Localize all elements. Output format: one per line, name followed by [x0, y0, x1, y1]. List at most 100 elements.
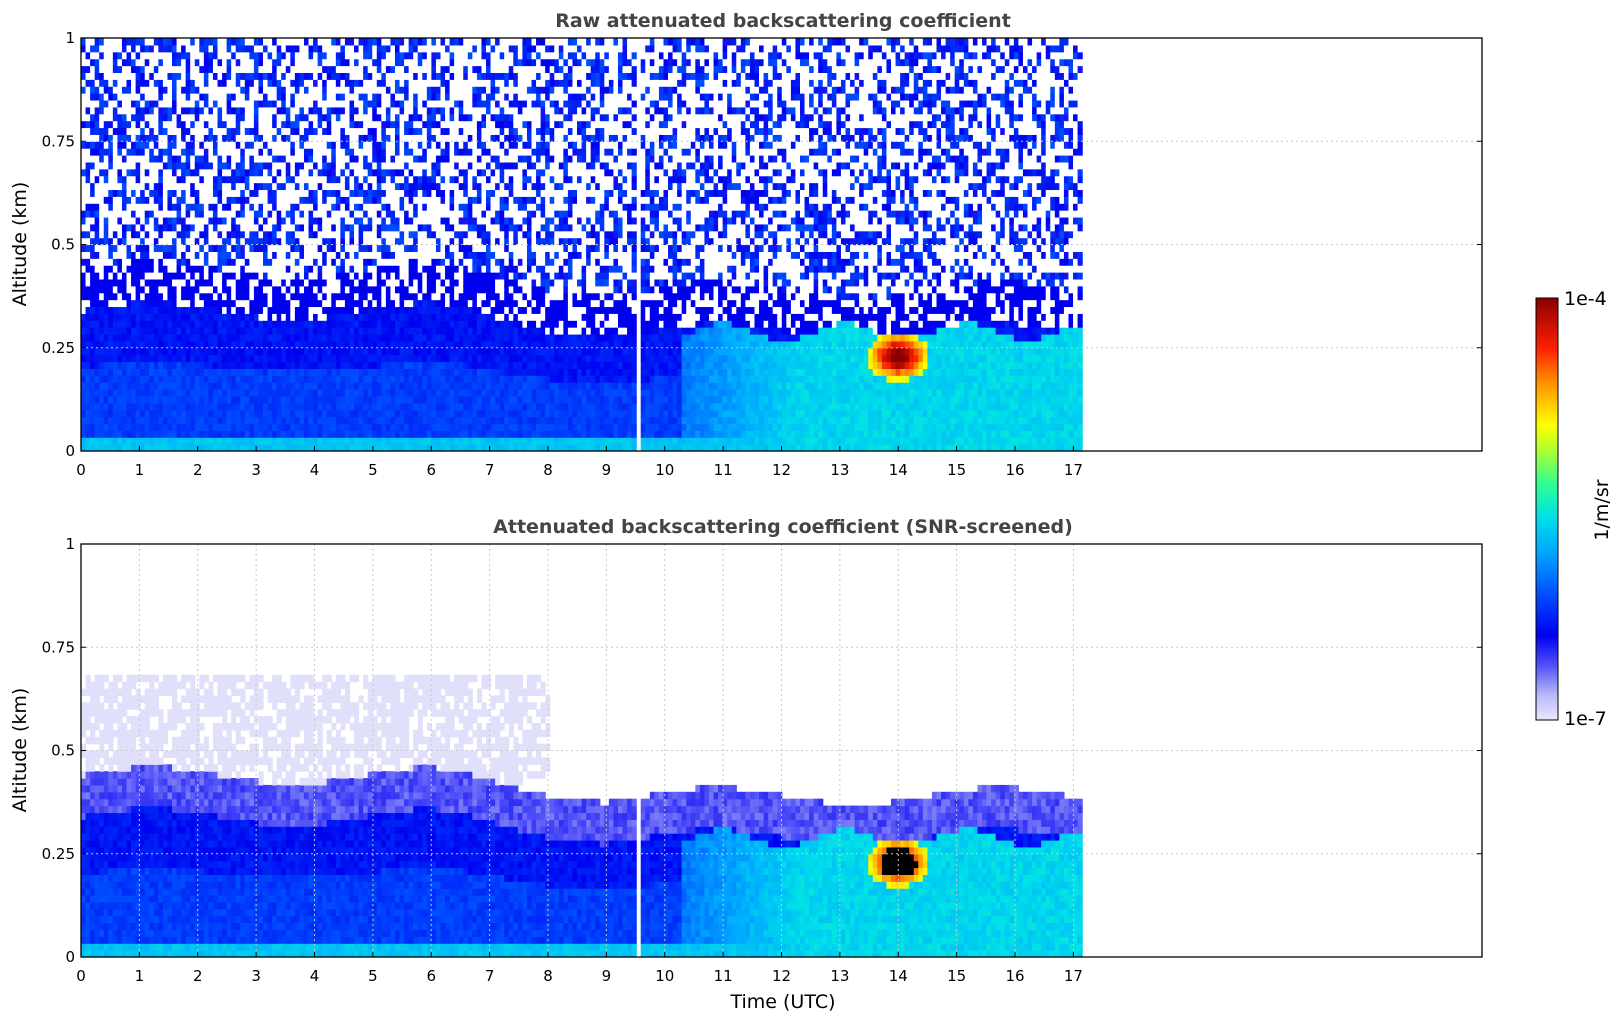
heatmap-cell	[267, 278, 273, 287]
heatmap-cell	[299, 148, 305, 156]
heatmap-cell	[121, 216, 128, 225]
heatmap-cell	[249, 313, 255, 321]
heatmap-cell	[222, 113, 228, 122]
heatmap-cell	[313, 51, 319, 60]
heatmap-cell	[226, 265, 232, 273]
heatmap-cell	[344, 402, 351, 411]
heatmap-cell	[90, 134, 96, 142]
heatmap-cell	[112, 106, 118, 115]
heatmap-cell	[349, 203, 355, 211]
heatmap-cell	[267, 203, 273, 211]
heatmap-cell	[376, 161, 382, 170]
heatmap-cell	[153, 382, 159, 390]
heatmap-cell	[131, 223, 137, 232]
heatmap-cell	[94, 203, 100, 211]
heatmap-cell	[435, 382, 442, 390]
heatmap-cell	[435, 113, 442, 122]
heatmap-cell	[267, 120, 273, 129]
heatmap-cell	[445, 216, 451, 225]
heatmap-cell	[121, 134, 128, 142]
heatmap-cell	[103, 196, 109, 204]
heatmap-cell	[117, 216, 123, 225]
heatmap-cell	[299, 203, 305, 211]
heatmap-cell	[244, 120, 250, 129]
heatmap-cell	[149, 272, 155, 280]
heatmap-cell	[440, 306, 446, 314]
heatmap-cell	[435, 409, 442, 418]
heatmap-cell	[117, 86, 123, 94]
heatmap-cell	[381, 361, 387, 369]
heatmap-cell	[440, 278, 446, 287]
heatmap-cell	[367, 230, 373, 239]
heatmap-cell	[276, 251, 282, 259]
heatmap-cell	[440, 437, 446, 445]
heatmap-cell	[226, 437, 232, 445]
heatmap-cell	[372, 86, 378, 94]
heatmap-cell	[131, 354, 137, 363]
heatmap-cell	[440, 313, 446, 321]
heatmap-cell	[162, 251, 169, 259]
heatmap-cell	[94, 106, 100, 115]
heatmap-cell	[426, 155, 432, 163]
heatmap-cell	[385, 375, 392, 383]
heatmap-cell	[317, 44, 323, 53]
heatmap-cell	[253, 120, 260, 129]
heatmap-cell	[190, 430, 196, 438]
heatmap-cell	[108, 189, 114, 197]
heatmap-cell	[431, 189, 437, 197]
heatmap-cell	[303, 134, 310, 142]
heatmap-cell	[354, 382, 360, 390]
heatmap-cell	[394, 44, 401, 53]
heatmap-cell	[126, 368, 132, 376]
heatmap-cell	[426, 382, 432, 390]
heatmap-cell	[117, 196, 123, 204]
heatmap-cell	[126, 237, 132, 246]
heatmap-cell	[167, 134, 173, 142]
heatmap-cell	[372, 134, 378, 142]
heatmap-cell	[81, 189, 87, 197]
heatmap-cell	[399, 51, 405, 60]
heatmap-cell	[299, 86, 305, 94]
heatmap-cell	[126, 203, 132, 211]
heatmap-cell	[263, 44, 269, 53]
heatmap-cell	[222, 272, 228, 280]
heatmap-cell	[399, 244, 405, 252]
heatmap-cell	[203, 299, 210, 308]
heatmap-cell	[363, 189, 369, 197]
heatmap-cell	[363, 306, 369, 314]
heatmap-cell	[381, 148, 387, 156]
heatmap-cell	[140, 313, 146, 321]
heatmap-cell	[144, 38, 150, 46]
heatmap-cell	[335, 196, 341, 204]
heatmap-cell	[445, 285, 451, 294]
heatmap-cell	[376, 120, 382, 129]
heatmap-cell	[235, 333, 241, 342]
heatmap-cell	[385, 210, 392, 218]
heatmap-cell	[144, 430, 150, 438]
heatmap-cell	[281, 72, 287, 80]
heatmap-cell	[344, 382, 351, 390]
heatmap-cell	[354, 38, 360, 46]
heatmap-cell	[390, 175, 396, 184]
heatmap-cell	[131, 106, 137, 115]
heatmap-cell	[326, 44, 332, 53]
heatmap-cell	[431, 327, 437, 335]
heatmap-cell	[131, 38, 137, 46]
heatmap-cell	[458, 444, 464, 452]
heatmap-cell	[449, 258, 455, 266]
heatmap-cell	[149, 237, 155, 246]
heatmap-cell	[121, 203, 128, 211]
heatmap-cell	[121, 182, 128, 191]
heatmap-cell	[249, 389, 255, 397]
heatmap-cell	[90, 38, 96, 46]
heatmap-cell	[103, 210, 109, 218]
heatmap-cell	[413, 340, 419, 349]
heatmap-cell	[344, 86, 351, 94]
heatmap-cell	[235, 134, 241, 142]
heatmap-cell	[144, 51, 150, 60]
heatmap-cell	[135, 79, 141, 87]
heatmap-cell	[267, 44, 273, 53]
heatmap-cell	[226, 141, 232, 149]
heatmap-cell	[308, 127, 314, 135]
heatmap-cell	[222, 189, 228, 197]
